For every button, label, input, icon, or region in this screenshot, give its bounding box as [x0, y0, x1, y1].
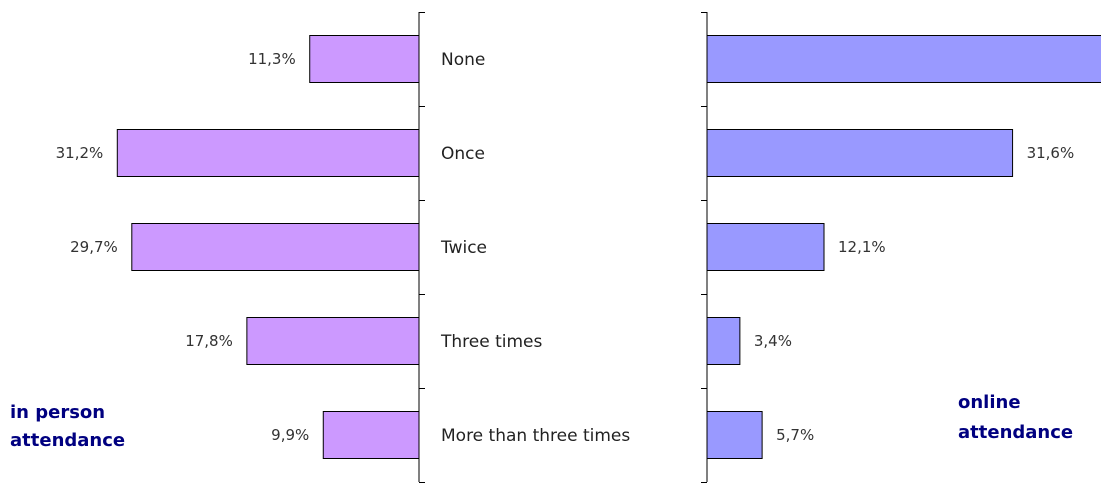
right-series-label-line2: attendance	[958, 422, 1073, 443]
right-series-label-line1: online	[958, 392, 1021, 413]
bar-in-person	[309, 35, 420, 83]
bar-in-person	[131, 223, 420, 271]
category-label: Once	[441, 144, 485, 164]
left-series-label-line1: in person	[10, 402, 105, 423]
data-label-online: 3,4%	[754, 332, 792, 350]
data-label-in-person: 29,7%	[70, 238, 118, 256]
category-label: Three times	[440, 332, 543, 352]
data-label-in-person: 11,3%	[248, 50, 296, 68]
bar-in-person	[116, 129, 420, 177]
category-label: Twice	[440, 238, 487, 258]
data-label-online: 12,1%	[838, 238, 886, 256]
category-label: More than three times	[441, 426, 630, 446]
bar-online	[706, 411, 763, 459]
bar-in-person	[246, 317, 420, 365]
data-label-in-person: 17,8%	[185, 332, 233, 350]
bar-online	[706, 223, 825, 271]
left-series-label-line2: attendance	[10, 430, 125, 451]
bar-in-person	[322, 411, 420, 459]
data-label-online: 31,6%	[1027, 144, 1075, 162]
bar-online	[706, 129, 1014, 177]
data-label-online: 5,7%	[776, 426, 814, 444]
data-label-in-person: 31,2%	[56, 144, 104, 162]
bar-online	[706, 35, 1101, 83]
bar-online	[706, 317, 741, 365]
category-label: None	[441, 50, 485, 70]
data-label-in-person: 9,9%	[271, 426, 309, 444]
